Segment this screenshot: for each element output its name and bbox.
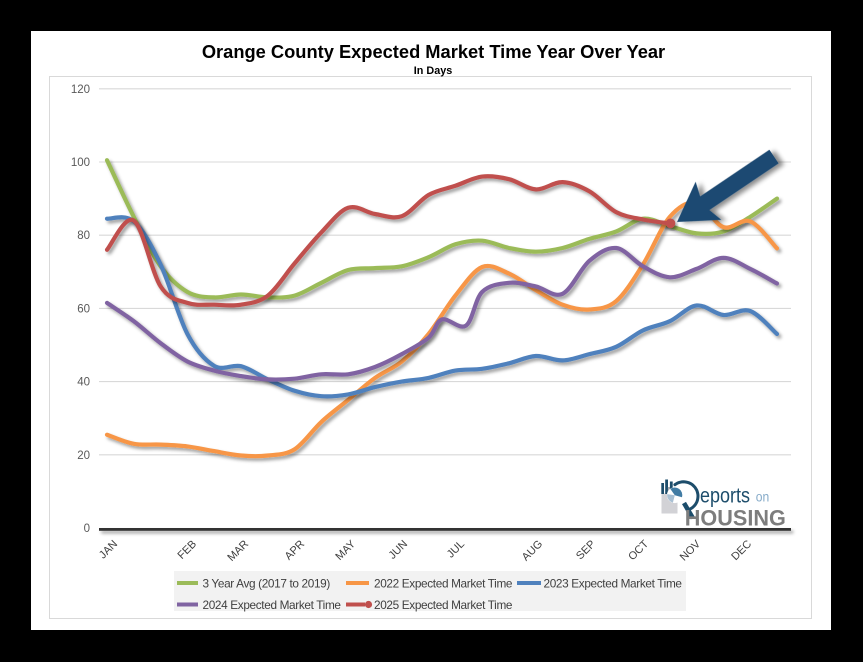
svg-text:40: 40: [77, 377, 90, 389]
svg-text:80: 80: [77, 230, 90, 242]
svg-text:HOUSING: HOUSING: [685, 505, 786, 530]
svg-text:In Days: In Days: [414, 65, 452, 77]
svg-text:2022 Expected Market Time: 2022 Expected Market Time: [374, 576, 513, 590]
svg-text:2025 Expected Market Time: 2025 Expected Market Time: [374, 598, 513, 612]
svg-text:on: on: [756, 489, 770, 504]
svg-text:100: 100: [71, 157, 90, 169]
svg-text:3 Year Avg (2017 to 2019): 3 Year Avg (2017 to 2019): [203, 576, 331, 590]
svg-text:0: 0: [84, 523, 90, 535]
svg-text:Orange County Expected Market: Orange County Expected Market Time Year …: [202, 41, 665, 62]
svg-text:2023 Expected Market Time: 2023 Expected Market Time: [544, 576, 683, 590]
svg-text:2024 Expected Market Time: 2024 Expected Market Time: [203, 598, 342, 612]
svg-text:eports: eports: [700, 484, 750, 507]
svg-text:20: 20: [77, 450, 90, 462]
svg-text:120: 120: [71, 84, 90, 96]
svg-text:60: 60: [77, 303, 90, 315]
